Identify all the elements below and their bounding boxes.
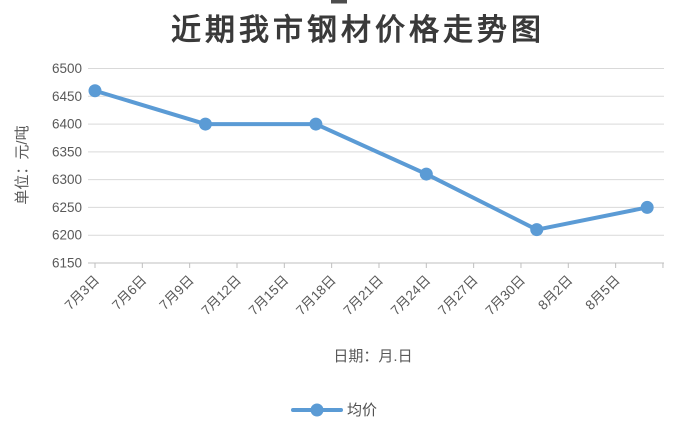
data-point-marker [88,84,102,98]
y-tick-label: 6250 [52,200,82,215]
data-point-marker [530,223,544,237]
data-point-marker [309,117,323,131]
y-tick-label: 6450 [52,89,82,104]
clipped-text-artifact [331,0,347,4]
legend-label: 均价 [347,402,377,419]
y-tick-label: 6350 [52,144,82,159]
y-tick-label: 6300 [52,172,82,187]
legend: 均价 [291,402,377,419]
chart-title: 近期我市钢材价格走势图 [171,13,545,47]
y-tick-label: 6150 [52,256,82,271]
data-point-marker [419,167,433,181]
y-axis-title: 单位：元/吨 [14,125,31,204]
series-line [93,88,650,232]
data-point-marker [198,117,212,131]
y-tick-label: 6500 [52,61,82,76]
legend-marker [310,403,324,417]
y-tick-label: 6400 [52,117,82,132]
y-tick-label: 6200 [52,228,82,243]
x-axis-title: 日期：月.日 [333,348,412,365]
data-point-marker [640,200,654,214]
